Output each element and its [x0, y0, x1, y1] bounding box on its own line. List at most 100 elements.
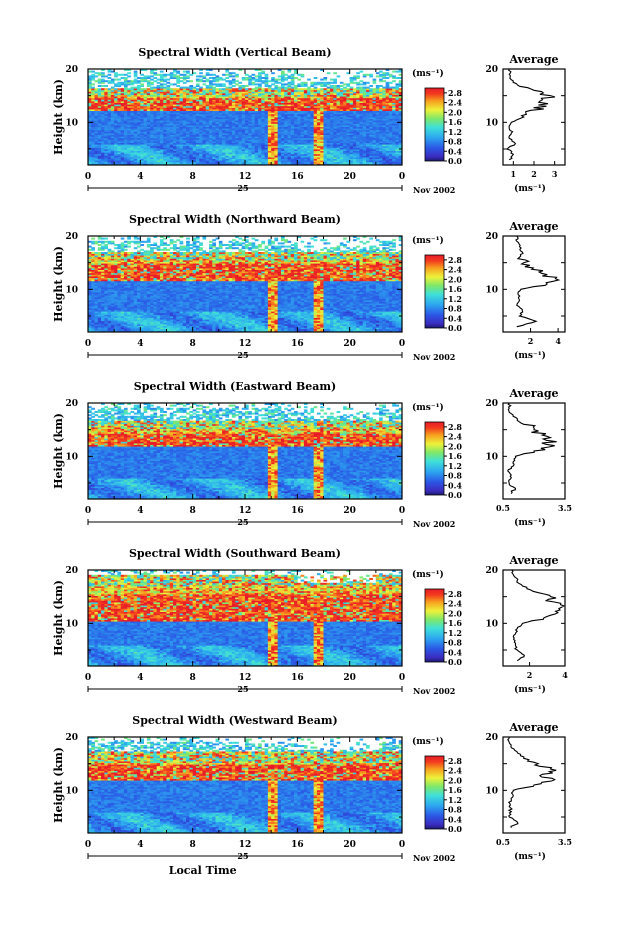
heatmap-cell — [225, 80, 229, 82]
heatmap-cell — [327, 82, 331, 84]
heatmap-cell — [176, 71, 180, 73]
heatmap-cell — [186, 75, 190, 77]
heatmap-cell — [307, 87, 311, 89]
heatmap-cell — [202, 80, 206, 82]
heatmap-cell — [173, 74, 177, 76]
heatmap-cell — [95, 75, 99, 77]
heatmap-cell — [180, 77, 184, 79]
heatmap-cell — [340, 85, 344, 87]
heatmap-cell — [199, 75, 203, 77]
heatmap-cell — [301, 74, 305, 76]
heatmap-cell — [288, 75, 292, 77]
heatmap-cell — [186, 80, 190, 82]
heatmap-cell — [104, 75, 108, 77]
heatmap-cell — [101, 88, 105, 90]
heatmap-cell — [274, 85, 278, 87]
heatmap-cell — [95, 88, 99, 90]
heatmap-cell — [353, 82, 357, 84]
heatmap-cell — [350, 87, 354, 89]
heatmap-cell — [117, 88, 121, 90]
heatmap-cell — [330, 85, 334, 87]
heatmap-cell — [330, 79, 334, 81]
heatmap-cell — [163, 79, 167, 81]
heatmap-cell — [386, 82, 390, 84]
heatmap-cell — [310, 88, 314, 90]
heatmap-cell — [219, 77, 223, 79]
heatmap-cell — [180, 74, 184, 76]
heatmap-cell — [121, 74, 125, 76]
heatmap-cell — [193, 87, 197, 89]
heatmap-cell — [98, 72, 102, 74]
heatmap-cell — [366, 82, 370, 84]
heatmap-cell — [173, 88, 177, 90]
heatmap-cell — [242, 85, 246, 87]
heatmap-cell — [167, 79, 171, 81]
heatmap-cell — [324, 88, 328, 90]
heatmap-cell — [186, 87, 190, 89]
heatmap-cell — [199, 72, 203, 74]
heatmap-cell — [278, 79, 282, 81]
heatmap-cell — [330, 82, 334, 84]
heatmap-cell — [101, 72, 105, 74]
heatmap-cell — [382, 80, 386, 82]
heatmap-cell — [373, 88, 377, 90]
heatmap-cell — [261, 71, 265, 73]
heatmap-cell — [98, 88, 102, 90]
heatmap-cell — [170, 72, 174, 74]
heatmap-cell — [216, 75, 220, 77]
heatmap-cell — [95, 72, 99, 74]
heatmap-cell — [346, 88, 350, 90]
heatmap-cell — [350, 77, 354, 79]
heatmap-cell — [124, 77, 128, 79]
heatmap-cell — [281, 71, 285, 73]
heatmap-cell — [314, 87, 318, 89]
heatmap-cell — [252, 82, 256, 84]
heatmap-cell — [140, 83, 144, 85]
heatmap-cell — [91, 74, 95, 76]
heatmap-cell — [248, 88, 252, 90]
heatmap-cell — [196, 83, 200, 85]
heatmap-cell — [297, 83, 301, 85]
heatmap-cell — [153, 77, 157, 79]
heatmap-cell — [189, 80, 193, 82]
heatmap-cell — [150, 82, 154, 84]
heatmap-cell — [297, 74, 301, 76]
heatmap-cell — [359, 80, 363, 82]
heatmap-cell — [180, 87, 184, 89]
heatmap-cell — [134, 87, 138, 89]
heatmap-cell — [144, 88, 148, 90]
heatmap-cell — [147, 75, 151, 77]
heatmap-cell — [284, 87, 288, 89]
heatmap-cell — [369, 85, 373, 87]
heatmap-cell — [320, 79, 324, 81]
heatmap-cell — [320, 82, 324, 84]
heatmap-cell — [376, 85, 380, 87]
heatmap-cell — [186, 71, 190, 73]
heatmap-cell — [255, 87, 259, 89]
heatmap-cell — [255, 83, 259, 85]
heatmap-cell — [140, 88, 144, 90]
heatmap-cell — [324, 82, 328, 84]
heatmap-cell — [111, 87, 115, 89]
heatmap-cell — [150, 87, 154, 89]
heatmap-cell — [121, 88, 125, 90]
heatmap-cell — [389, 74, 393, 76]
heatmap-cell — [157, 74, 161, 76]
heatmap-cell — [222, 79, 226, 81]
heatmap-cell — [376, 72, 380, 74]
heatmap-cell — [189, 85, 193, 87]
heatmap-cell — [373, 79, 377, 81]
heatmap-cell — [137, 85, 141, 87]
heatmap-cell — [91, 87, 95, 89]
heatmap-cell — [278, 87, 282, 89]
heatmap-cell — [202, 75, 206, 77]
heatmap-cell — [229, 80, 233, 82]
heatmap-cell — [235, 74, 239, 76]
heatmap-cell — [140, 77, 144, 79]
heatmap-cell — [333, 85, 337, 87]
heatmap-cell — [209, 77, 213, 79]
heatmap-cell — [196, 75, 200, 77]
heatmap-cell — [301, 88, 305, 90]
heatmap-cell — [212, 77, 216, 79]
heatmap-cell — [131, 87, 135, 89]
